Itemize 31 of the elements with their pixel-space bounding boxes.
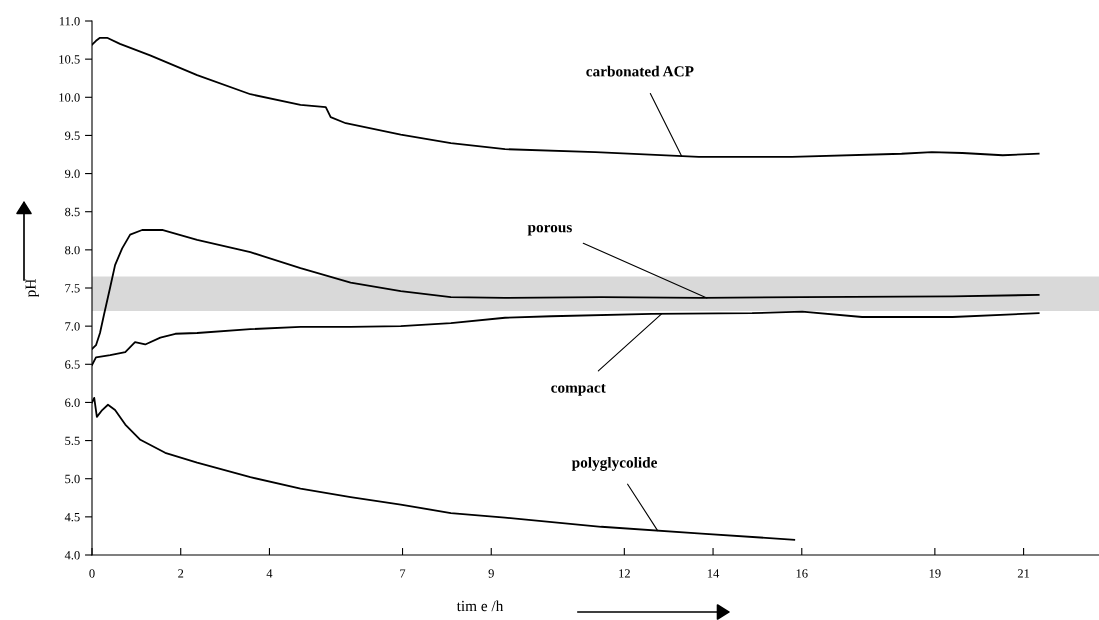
annotation: compact xyxy=(551,384,606,396)
x-tick-label: 7 xyxy=(400,569,406,578)
annotation: polyglycolide xyxy=(571,456,658,471)
annotation: porous xyxy=(527,224,572,236)
y-tick-label: 8.5 xyxy=(65,207,80,217)
y-tick-label: 7.5 xyxy=(65,284,80,293)
x-tick-label: 2 xyxy=(178,569,184,578)
y-tick-label: 8.0 xyxy=(65,245,80,255)
annotation: carbonated ACP xyxy=(586,65,694,77)
y-tick-label: 6.0 xyxy=(65,398,80,407)
x-tick-label: 4 xyxy=(266,569,273,578)
y-tick-label: 9.0 xyxy=(64,169,80,179)
y-tick-label: 4.0 xyxy=(64,551,80,560)
y-tick-label: 10.5 xyxy=(59,55,80,64)
y-tick-label: 5.5 xyxy=(65,436,80,446)
y-tick-label: 9.5 xyxy=(64,131,80,140)
y-tick-label: 4.5 xyxy=(64,512,80,522)
y-tick-label: 7.0 xyxy=(65,322,80,331)
x-tick-label: 21 xyxy=(1017,569,1030,578)
x-axis-title: tim e /h xyxy=(456,600,504,612)
y-tick-label: 11.0 xyxy=(59,17,80,26)
x-tick-label: 14 xyxy=(707,569,720,578)
x-tick-label: 12 xyxy=(619,569,630,578)
x-tick-label: 19 xyxy=(929,569,941,578)
y-tick-label: 10.0 xyxy=(59,93,80,102)
x-tick-label: 9 xyxy=(488,569,494,578)
x-tick-label: 0 xyxy=(89,569,95,578)
x-tick-label: 16 xyxy=(796,569,808,578)
y-axis-title: pH xyxy=(25,279,39,298)
y-tick-label: 5.0 xyxy=(65,474,80,484)
y-tick-label: 6.5 xyxy=(65,360,80,369)
